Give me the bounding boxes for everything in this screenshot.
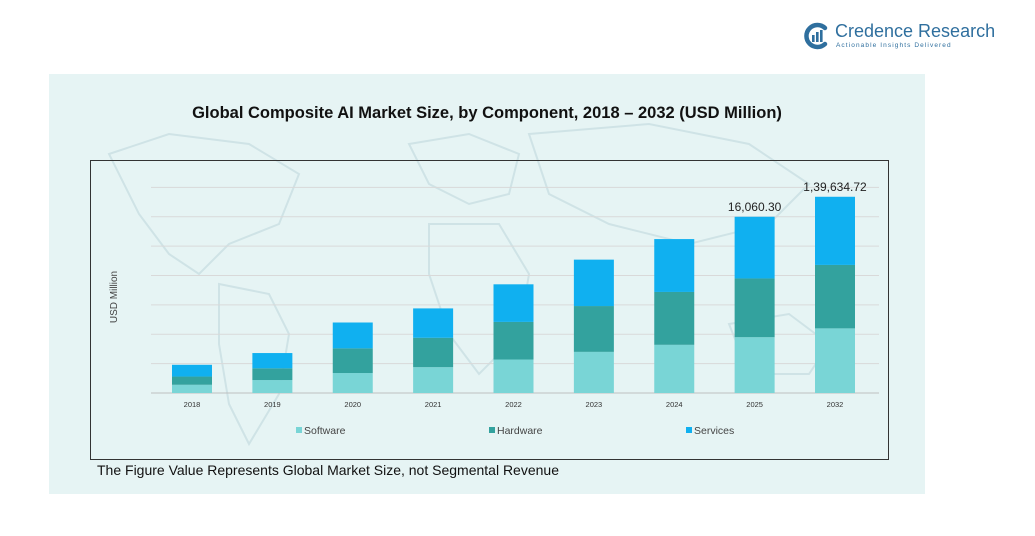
legend-swatch-services — [686, 427, 692, 433]
x-tick-label: 2025 — [746, 400, 763, 409]
bar-software-2025 — [734, 337, 775, 393]
chart-frame: USD Million 2018 2019 2020 2021 2022 2023 2024 2… — [90, 160, 889, 460]
bar-services-2021 — [413, 308, 454, 338]
credence-c-logo-icon — [804, 22, 828, 50]
bar-software-2021 — [413, 367, 454, 393]
bar-hardware-2025 — [734, 278, 775, 338]
x-tick-label: 2024 — [666, 400, 683, 409]
x-tick-label: 2023 — [586, 400, 603, 409]
bar-software-2032 — [815, 328, 855, 393]
legend-swatch-software — [296, 427, 302, 433]
x-tick-label: 2022 — [505, 400, 522, 409]
bar-services-2018 — [172, 364, 212, 377]
bar-services-2022 — [493, 284, 534, 322]
chart-panel — [49, 74, 925, 494]
bar-hardware-2021 — [413, 337, 454, 368]
bar-hardware-2024 — [654, 291, 695, 345]
data-label-2025: 16,060.30 — [728, 200, 782, 214]
bar-hardware-2020 — [332, 348, 373, 374]
brand-logo: Credence Research Actionable Insights De… — [803, 20, 1023, 54]
x-tick-label: 2032 — [827, 400, 844, 409]
x-tick-label: 2019 — [264, 400, 281, 409]
bar-software-2018 — [172, 384, 212, 393]
bar-services-2025 — [734, 216, 775, 279]
legend-swatch-hardware — [489, 427, 495, 433]
brand-name: Credence Research — [835, 21, 996, 41]
bar-services-2032 — [815, 196, 855, 265]
bar-hardware-2018 — [172, 376, 212, 385]
x-tick-label: 2020 — [344, 400, 361, 409]
bar-software-2024 — [654, 344, 695, 393]
y-axis-label: USD Million — [109, 271, 120, 323]
x-tick-label: 2021 — [425, 400, 442, 409]
bar-software-2022 — [493, 359, 534, 393]
chart-title: Global Composite AI Market Size, by Comp… — [192, 104, 782, 122]
legend-label-hardware: Hardware — [497, 425, 543, 437]
data-label-2032: 1,39,634.72 — [803, 180, 867, 194]
bar-services-2023 — [573, 259, 614, 307]
bar-hardware-2023 — [573, 306, 614, 352]
bar-software-2020 — [332, 373, 373, 393]
bar-services-2024 — [654, 239, 695, 292]
chart-footnote: The Figure Value Represents Global Marke… — [97, 462, 559, 478]
bar-software-2019 — [252, 380, 293, 393]
bar-hardware-2019 — [252, 368, 293, 381]
stacked-bar-chart: USD Million 2018 2019 2020 2021 2022 2023 2024 2… — [109, 180, 879, 437]
bar-hardware-2032 — [815, 264, 855, 329]
bar-software-2023 — [573, 351, 614, 393]
legend-label-software: Software — [304, 425, 346, 437]
bar-hardware-2022 — [493, 321, 534, 360]
legend-label-services: Services — [694, 425, 734, 437]
bar-services-2020 — [332, 322, 373, 349]
bar-services-2019 — [252, 353, 293, 369]
x-tick-label: 2018 — [184, 400, 201, 409]
brand-tagline: Actionable Insights Delivered — [836, 42, 952, 49]
